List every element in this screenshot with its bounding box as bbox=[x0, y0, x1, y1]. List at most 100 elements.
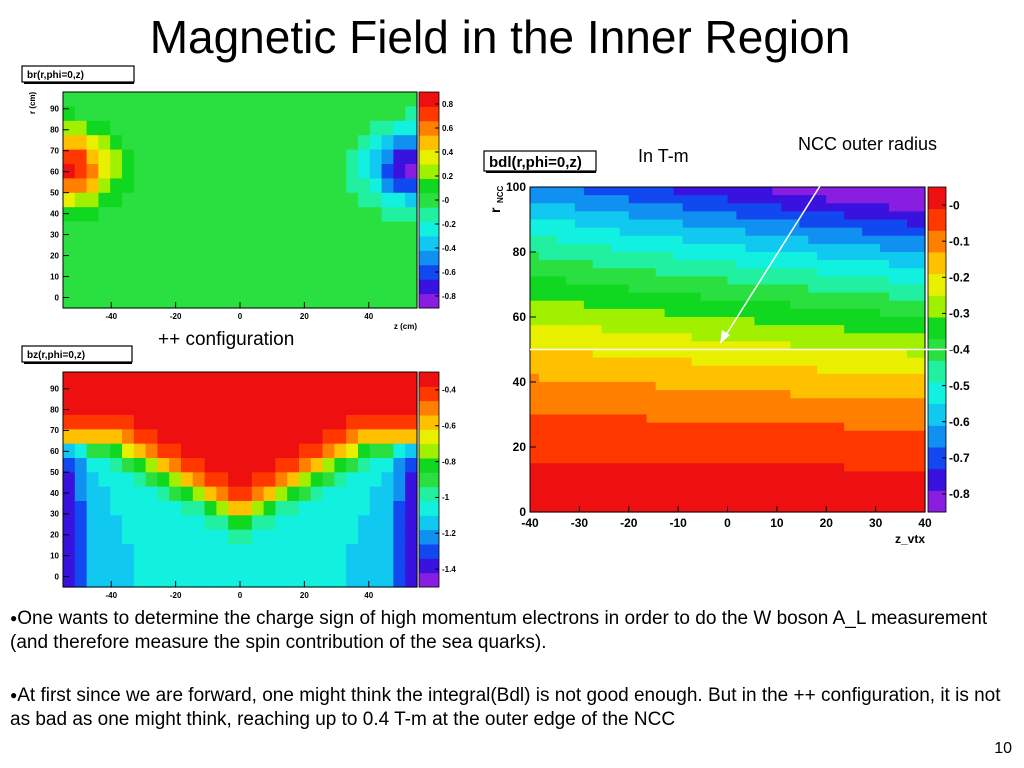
heatmap-cell bbox=[736, 276, 747, 286]
heatmap-cell bbox=[745, 227, 756, 237]
heatmap-cell bbox=[781, 300, 791, 310]
heatmap-cell bbox=[907, 357, 917, 367]
heatmap-cell bbox=[826, 503, 836, 513]
heatmap-cell bbox=[601, 227, 612, 237]
heatmap-cell bbox=[862, 349, 872, 359]
heatmap-cell bbox=[263, 164, 276, 179]
heatmap-cell bbox=[700, 252, 711, 261]
heatmap-cell bbox=[889, 195, 899, 204]
heatmap-cell bbox=[682, 308, 693, 318]
heatmap-cell bbox=[835, 308, 845, 318]
heatmap-cell bbox=[346, 486, 359, 502]
heatmap-cell bbox=[133, 443, 147, 459]
heatmap-cell bbox=[772, 308, 782, 318]
heatmap-cell bbox=[907, 479, 917, 489]
heatmap-cell bbox=[574, 406, 585, 416]
heatmap-cell bbox=[628, 235, 639, 245]
heatmap-cell bbox=[322, 400, 335, 416]
heatmap-cell bbox=[655, 479, 666, 489]
heatmap-cell bbox=[637, 471, 648, 481]
heatmap-cell bbox=[538, 463, 549, 472]
heatmap-cell bbox=[700, 260, 711, 269]
heatmap-cell bbox=[181, 250, 194, 266]
heatmap-cell bbox=[216, 192, 229, 208]
heatmap-cell bbox=[763, 300, 773, 310]
heatmap-cell bbox=[310, 192, 324, 208]
heatmap-cell bbox=[682, 317, 693, 326]
heatmap-cell bbox=[727, 195, 738, 204]
heatmap-cell bbox=[682, 390, 693, 399]
heatmap-cell bbox=[682, 187, 693, 196]
heatmap-cell bbox=[628, 390, 639, 399]
heatmap-cell bbox=[664, 268, 675, 277]
heatmap-cell bbox=[853, 349, 863, 359]
heatmap-cell bbox=[682, 414, 693, 424]
heatmap-cell bbox=[772, 455, 782, 464]
heatmap-cell bbox=[381, 472, 394, 488]
colorbar-swatch bbox=[419, 386, 439, 402]
heatmap-cell bbox=[799, 308, 809, 318]
heatmap-cell bbox=[790, 235, 800, 245]
heatmap-cell bbox=[835, 438, 845, 448]
heatmap-cell bbox=[628, 211, 639, 221]
heatmap-cell bbox=[74, 92, 88, 107]
heatmap-cell bbox=[610, 365, 621, 375]
heatmap-cell bbox=[240, 472, 253, 488]
heatmap-cell bbox=[251, 400, 265, 416]
heatmap-cell bbox=[754, 203, 765, 212]
heatmap-cell bbox=[853, 243, 863, 253]
heatmap-cell bbox=[538, 308, 549, 318]
heatmap-cell bbox=[790, 438, 800, 448]
heatmap-cell bbox=[228, 221, 241, 237]
heatmap-cell bbox=[346, 372, 359, 387]
heatmap-cell bbox=[299, 221, 312, 237]
heatmap-cell bbox=[287, 236, 300, 251]
heatmap-cell bbox=[393, 372, 406, 387]
heatmap-cell bbox=[169, 372, 182, 387]
heatmap-cell bbox=[251, 372, 265, 387]
heatmap-cell bbox=[709, 227, 720, 237]
colorbar-tick-label: -1.2 bbox=[442, 529, 456, 538]
heatmap-cell bbox=[664, 333, 675, 342]
heatmap-cell bbox=[287, 386, 300, 402]
heatmap-cell bbox=[275, 558, 288, 574]
heatmap-cell bbox=[181, 515, 194, 531]
heatmap-cell bbox=[763, 406, 773, 416]
heatmap-cell bbox=[263, 386, 276, 402]
heatmap-cell bbox=[916, 471, 926, 481]
heatmap-cell bbox=[181, 149, 194, 165]
heatmap-cell bbox=[826, 195, 836, 204]
heatmap-cell bbox=[556, 365, 567, 375]
heatmap-cell bbox=[157, 558, 170, 574]
heatmap-cell bbox=[98, 501, 111, 516]
heatmap-cell bbox=[346, 135, 359, 151]
heatmap-cell bbox=[880, 243, 890, 253]
heatmap-cell bbox=[628, 219, 639, 229]
heatmap-cell bbox=[898, 219, 908, 229]
heatmap-cell bbox=[610, 373, 621, 383]
heatmap-cell bbox=[772, 438, 782, 448]
heatmap-cell bbox=[133, 279, 147, 295]
heatmap-cell bbox=[610, 333, 621, 342]
x-axis-label: z_vtx bbox=[895, 532, 925, 546]
x-tick-label: 0 bbox=[238, 312, 243, 321]
heatmap-cell bbox=[228, 120, 241, 136]
plot-title: bdl(r,phi=0,z) bbox=[489, 154, 582, 171]
heatmap-cell bbox=[619, 349, 630, 359]
heatmap-cell bbox=[646, 211, 657, 221]
heatmap-cell bbox=[664, 341, 675, 351]
heatmap-cell bbox=[169, 221, 182, 237]
heatmap-cell bbox=[619, 325, 630, 334]
heatmap-cell bbox=[310, 178, 324, 194]
heatmap-cell bbox=[628, 357, 639, 367]
heatmap-cell bbox=[145, 400, 158, 416]
heatmap-cell bbox=[790, 252, 800, 261]
heatmap-cell bbox=[86, 149, 99, 165]
heatmap-cell bbox=[547, 414, 558, 424]
heatmap-cell bbox=[736, 227, 747, 237]
heatmap-cell bbox=[530, 503, 540, 513]
heatmap-cell bbox=[727, 463, 738, 472]
heatmap-cell bbox=[381, 164, 394, 179]
heatmap-cell bbox=[592, 195, 603, 204]
heatmap-cell bbox=[637, 463, 648, 472]
